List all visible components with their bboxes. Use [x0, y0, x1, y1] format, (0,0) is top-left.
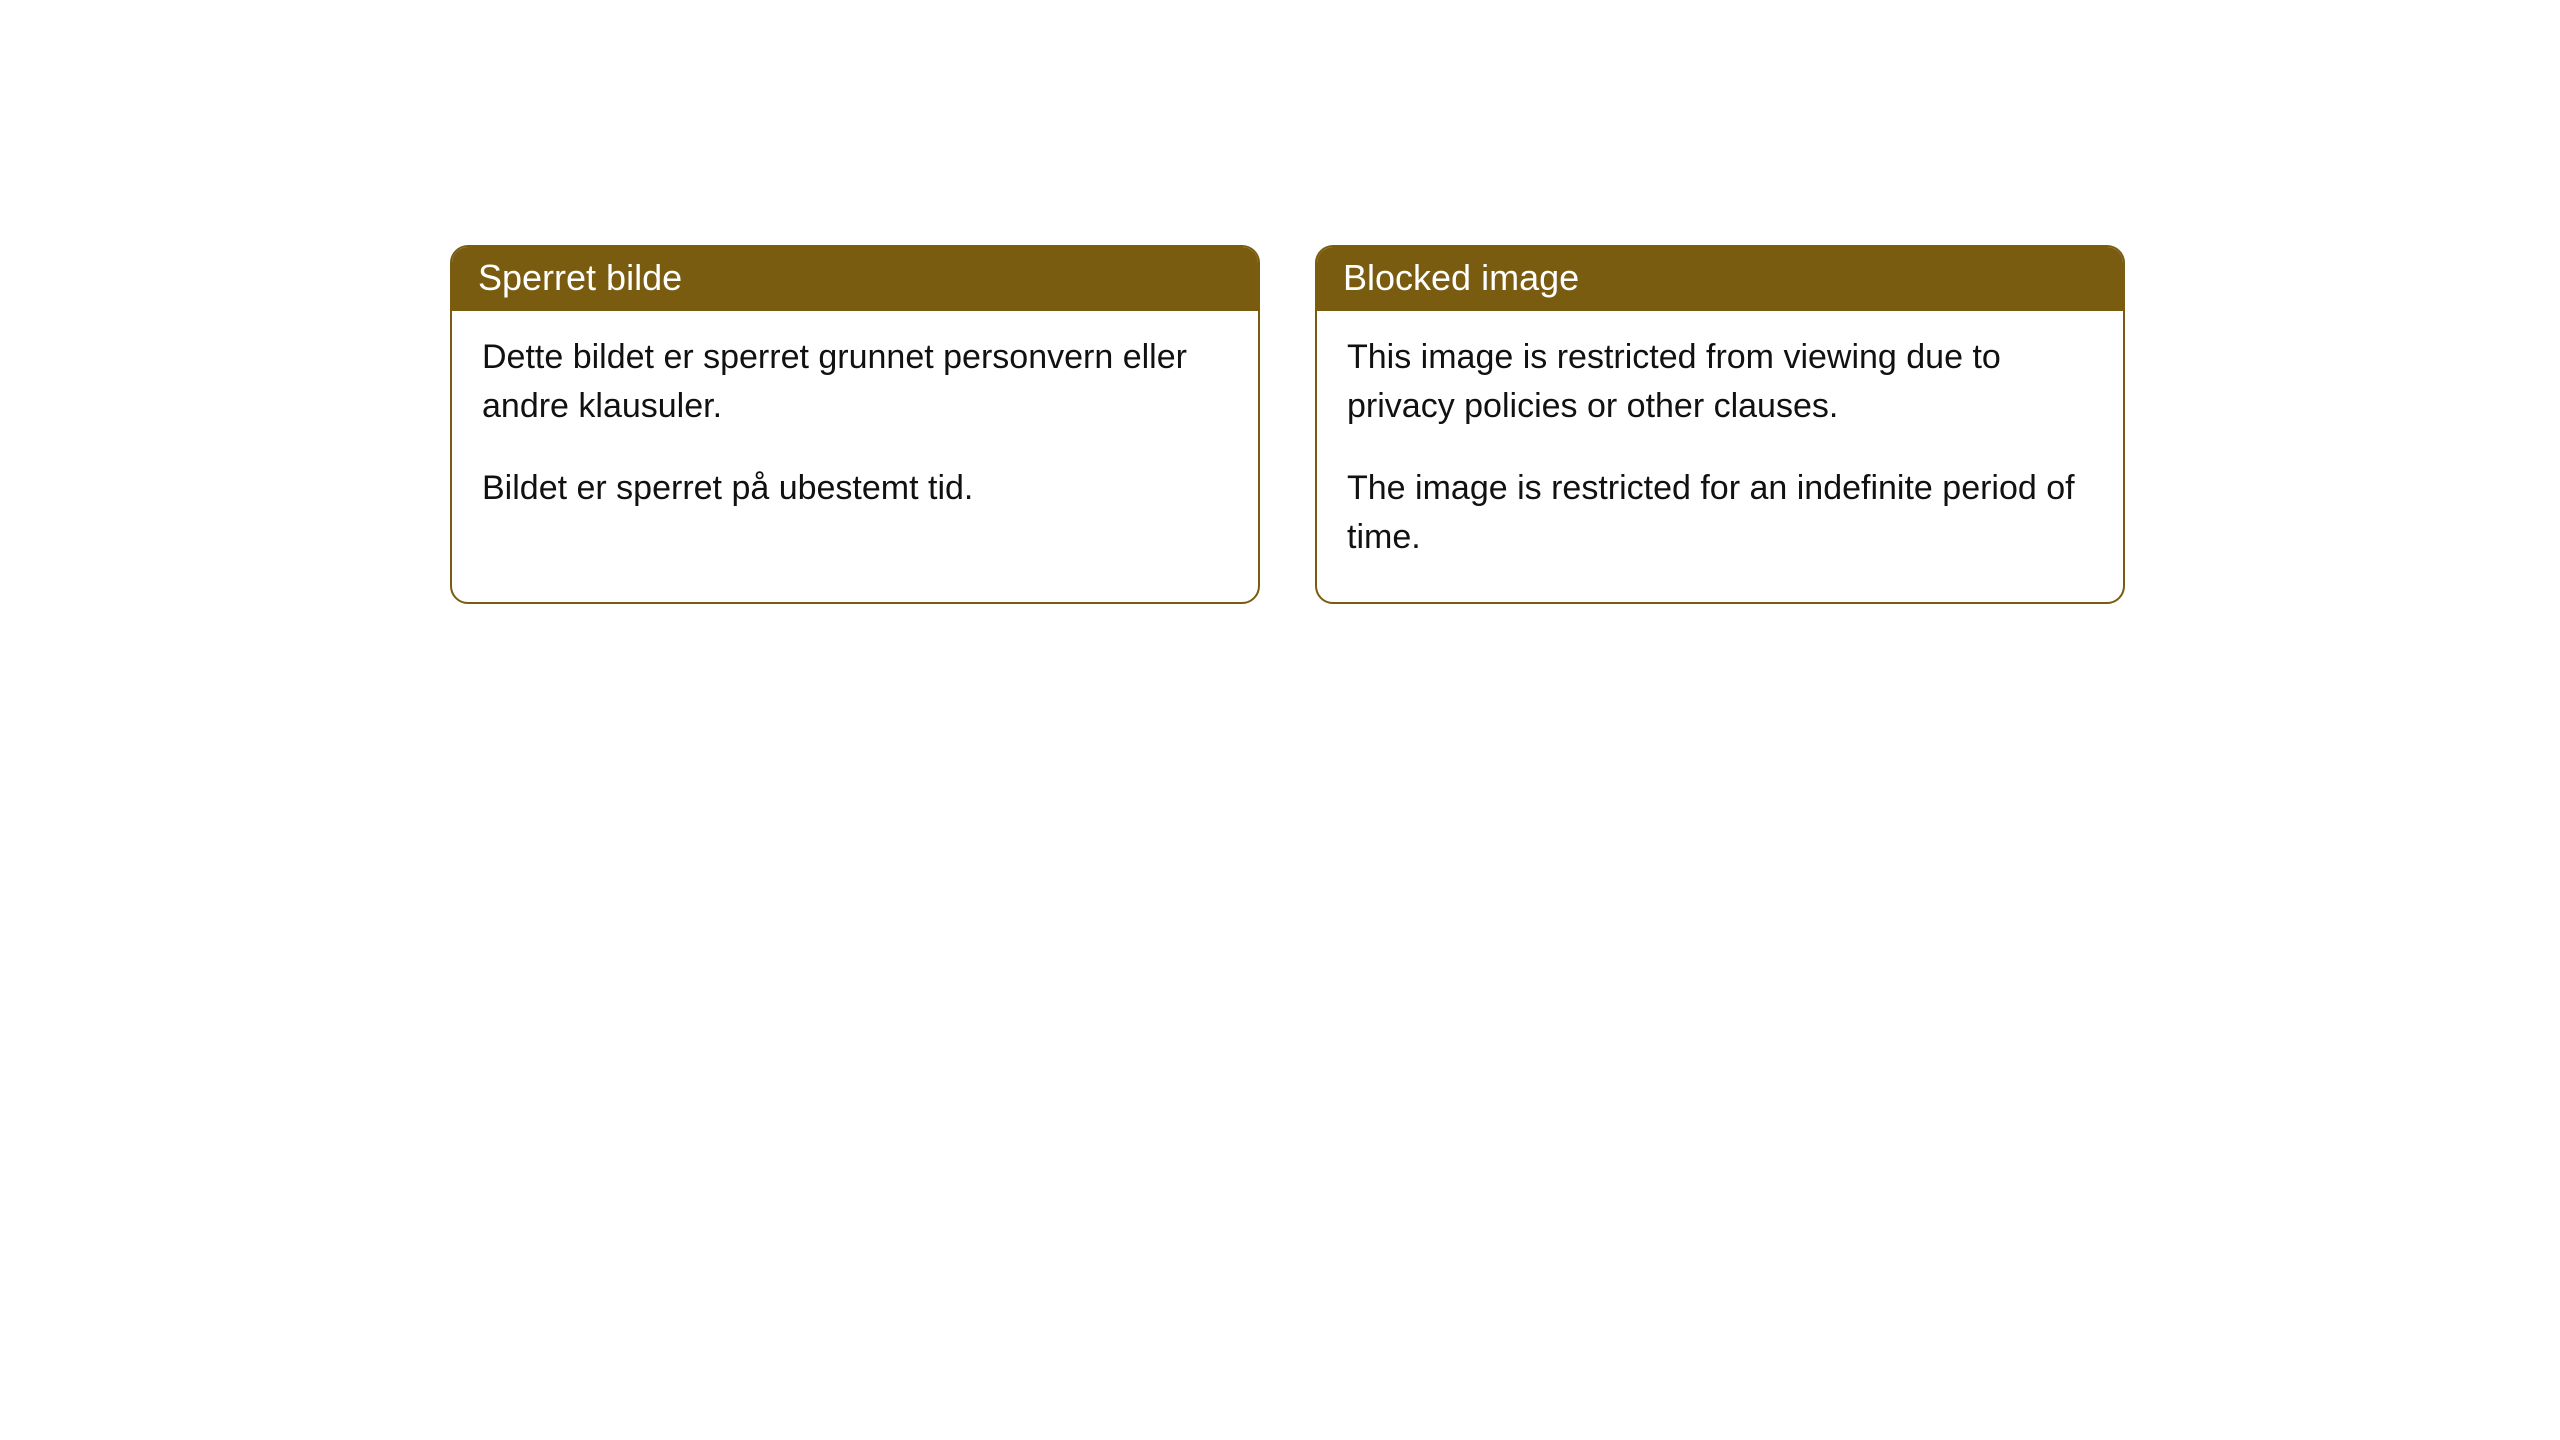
card-body-english: This image is restricted from viewing du… — [1317, 311, 2123, 602]
notice-cards-container: Sperret bilde Dette bildet er sperret gr… — [450, 245, 2125, 604]
card-header-english: Blocked image — [1317, 247, 2123, 311]
notice-text-norwegian-1: Dette bildet er sperret grunnet personve… — [482, 333, 1228, 432]
notice-text-english-1: This image is restricted from viewing du… — [1347, 333, 2093, 432]
notice-text-english-2: The image is restricted for an indefinit… — [1347, 464, 2093, 563]
card-header-norwegian: Sperret bilde — [452, 247, 1258, 311]
card-body-norwegian: Dette bildet er sperret grunnet personve… — [452, 311, 1258, 553]
blocked-image-card-norwegian: Sperret bilde Dette bildet er sperret gr… — [450, 245, 1260, 604]
blocked-image-card-english: Blocked image This image is restricted f… — [1315, 245, 2125, 604]
notice-text-norwegian-2: Bildet er sperret på ubestemt tid. — [482, 464, 1228, 513]
